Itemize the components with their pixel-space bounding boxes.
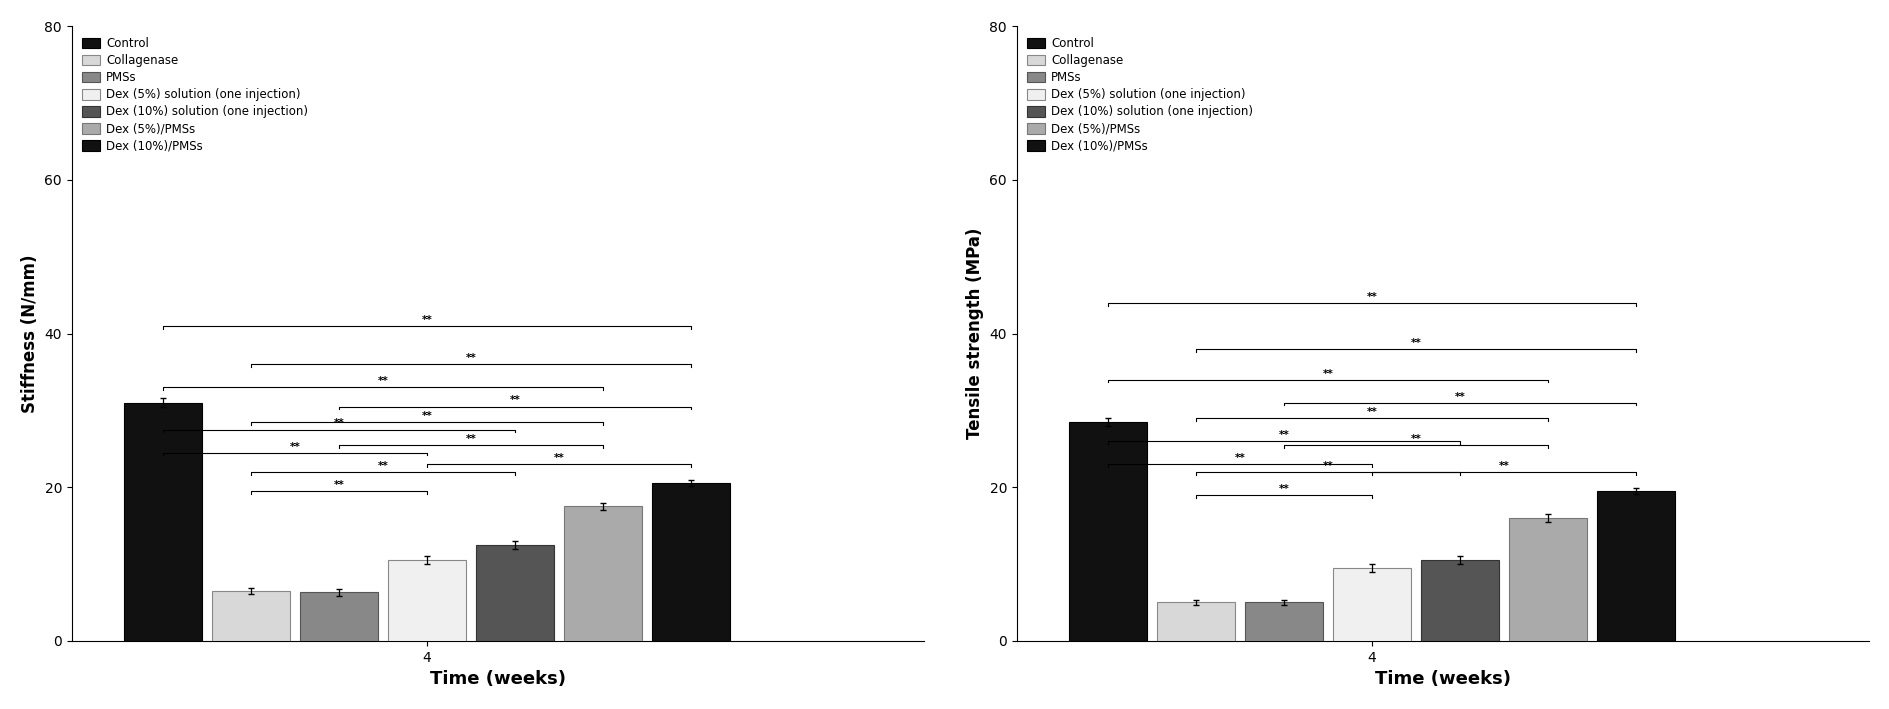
Text: **: ** [332,418,344,428]
Bar [1421,560,1498,641]
Y-axis label: Stiffness (N/mm): Stiffness (N/mm) [21,255,40,413]
Text: **: ** [465,434,476,444]
Bar [1245,603,1322,641]
Text: **: ** [421,411,433,421]
Bar [1156,603,1234,641]
Bar [123,403,202,641]
Text: **: ** [1455,391,1464,401]
Text: **: ** [510,396,519,406]
Text: **: ** [1277,484,1288,493]
X-axis label: Time (weeks): Time (weeks) [429,670,565,688]
Bar [387,560,467,641]
Bar [476,545,553,641]
Text: **: ** [1277,430,1288,440]
Text: **: ** [1322,461,1332,471]
Text: **: ** [1409,337,1421,348]
Text: **: ** [1498,461,1509,471]
Text: **: ** [378,376,387,386]
X-axis label: Time (weeks): Time (weeks) [1373,670,1509,688]
Text: **: ** [332,480,344,490]
Bar [300,593,378,641]
Text: **: ** [1366,291,1377,302]
Text: **: ** [465,353,476,363]
Text: **: ** [1409,434,1421,444]
Bar [212,591,289,641]
Bar [1067,422,1147,641]
Legend: Control, Collagenase, PMSs, Dex (5%) solution (one injection), Dex (10%) solutio: Control, Collagenase, PMSs, Dex (5%) sol… [1022,32,1256,157]
Text: **: ** [553,453,565,463]
Y-axis label: Tensile strength (MPa): Tensile strength (MPa) [965,228,984,440]
Bar [652,484,729,641]
Text: **: ** [1366,407,1377,417]
Bar [1596,491,1674,641]
Text: **: ** [421,315,433,325]
Bar [1507,518,1587,641]
Legend: Control, Collagenase, PMSs, Dex (5%) solution (one injection), Dex (10%) solutio: Control, Collagenase, PMSs, Dex (5%) sol… [77,32,312,157]
Text: **: ** [1234,453,1245,463]
Text: **: ** [289,442,300,452]
Bar [1332,568,1411,641]
Text: **: ** [378,461,387,471]
Bar [563,506,642,641]
Text: **: ** [1322,369,1332,379]
